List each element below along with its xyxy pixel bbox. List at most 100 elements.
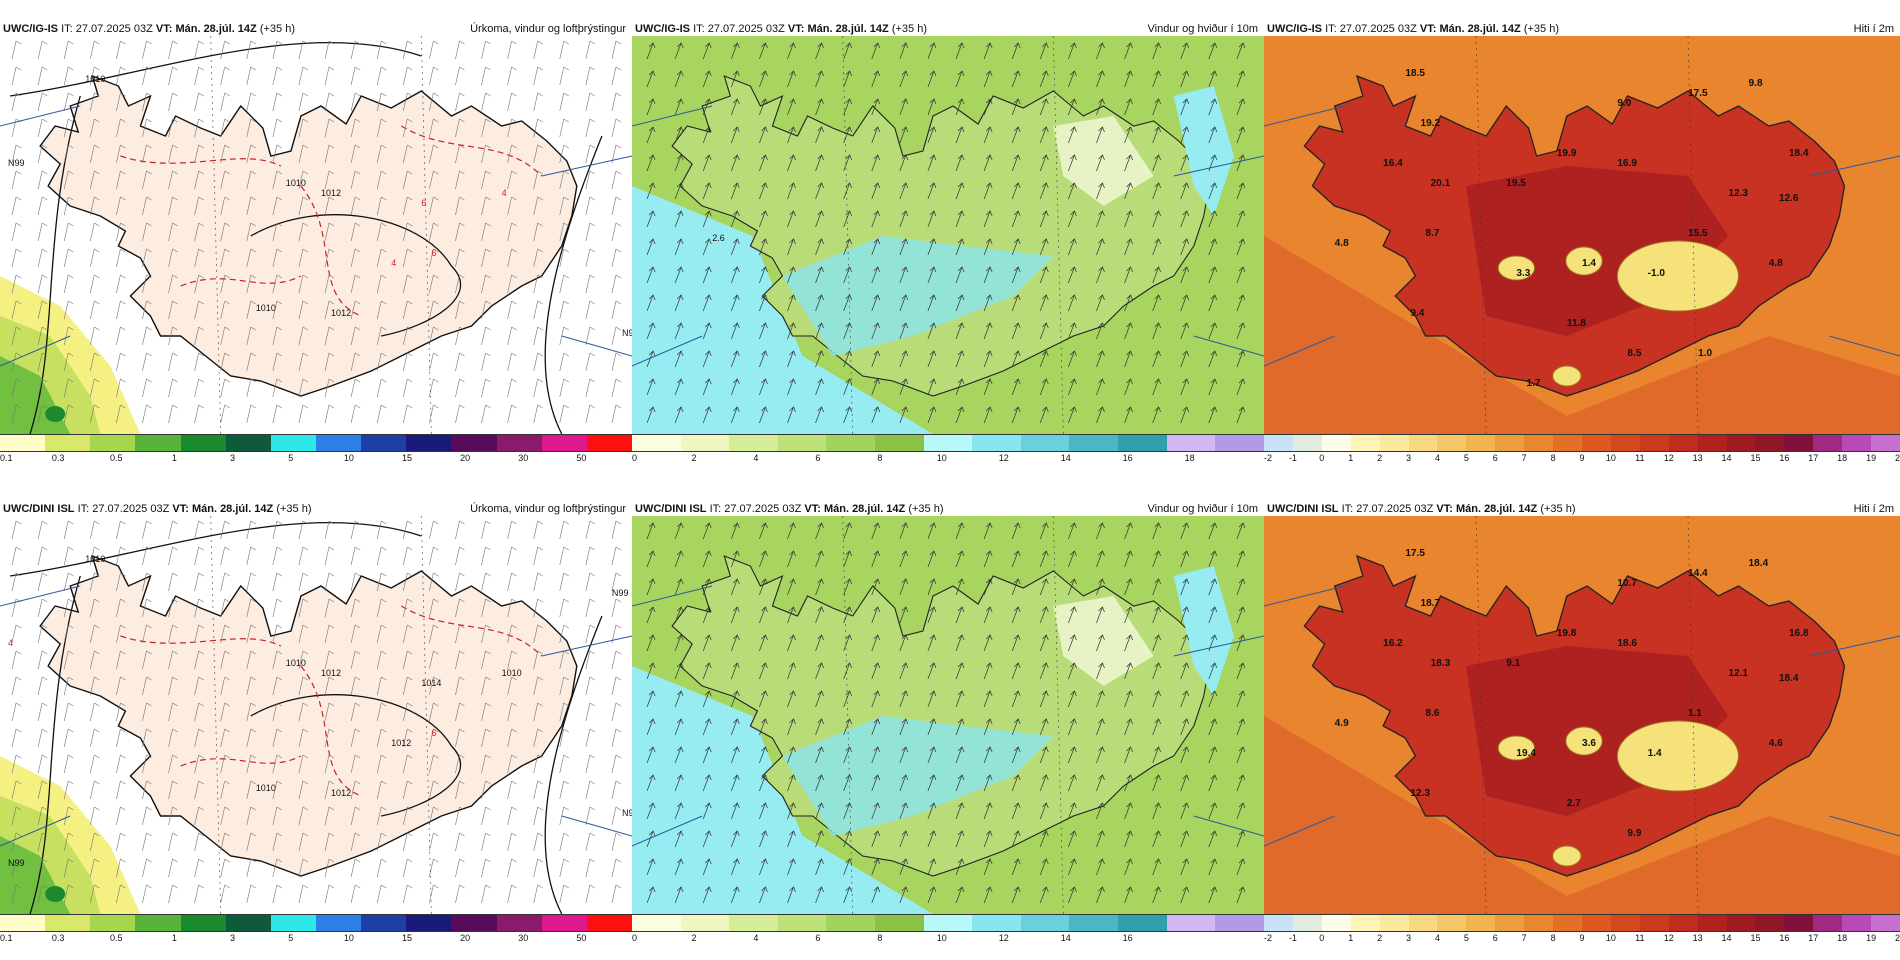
legend-swatch — [1581, 435, 1611, 451]
map-value-label: 1.0 — [1698, 348, 1712, 359]
legend-tick-label: 5 — [288, 933, 294, 943]
map-value-label: 1010 — [286, 658, 306, 668]
map-value-label: 18.6 — [1617, 638, 1637, 649]
legend-tick-label: 3 — [1406, 453, 1412, 463]
legend-tick-label: 5 — [1463, 933, 1469, 943]
legend-swatch — [1524, 435, 1554, 451]
legend-tick-label: 19 — [1866, 933, 1877, 943]
map-value-label: N99 — [622, 328, 632, 338]
model-name: UWC/DINI ISL — [635, 503, 707, 515]
legend-tick-label: 3 — [230, 933, 236, 943]
map-value-label: 9.8 — [1749, 78, 1763, 89]
map-wind: 2.6 — [632, 36, 1264, 434]
legend-swatch — [406, 435, 452, 451]
it-label: IT: — [709, 503, 722, 515]
legend-tick-label: 18 — [1837, 453, 1848, 463]
map-value-label: 1010 — [256, 303, 276, 313]
map-value-label: -1.0 — [1648, 268, 1666, 279]
legend-tick-label: 10 — [1605, 453, 1616, 463]
legend-tick-label: 1 — [1348, 933, 1354, 943]
it-label: IT: — [61, 23, 73, 35]
map-value-label: N99 — [612, 588, 629, 598]
legend-swatch — [225, 435, 271, 451]
map-value-label: N99 — [622, 808, 632, 818]
map-value-label: 4.9 — [1335, 718, 1349, 729]
map-value-label: 12.1 — [1728, 668, 1748, 679]
legend-tick-label: 50 — [576, 933, 587, 943]
legend-swatch — [729, 915, 778, 931]
legend-tick-label: 0.5 — [110, 933, 123, 943]
map-canvas: 2.6 — [632, 36, 1264, 434]
legend-tick-label: 8 — [877, 933, 883, 943]
legend-swatch — [1495, 435, 1525, 451]
legend-tick-label: 6 — [815, 453, 821, 463]
legend-swatch — [1755, 915, 1785, 931]
legend-ticks: 0 2 4 6 8 10 12 14 16 18 — [632, 452, 1264, 466]
model-name: UWC/DINI ISL — [3, 503, 75, 515]
legend-swatches — [0, 914, 632, 932]
legend-tick-label: 3 — [1406, 933, 1412, 943]
map-value-label: 19.2 — [1420, 118, 1440, 129]
panel-precipitation: UWC/IG-IS IT: 27.07.2025 03Z VT: Mán. 28… — [0, 0, 632, 480]
map-value-label: 4 — [391, 258, 396, 268]
it-label: IT: — [1325, 23, 1337, 35]
map-value-label: 16.4 — [1383, 158, 1403, 169]
legend-tick-label: 5 — [1463, 453, 1469, 463]
legend-swatch — [777, 435, 827, 451]
legend-swatch — [45, 915, 91, 931]
map-value-label: 18.7 — [1420, 598, 1440, 609]
legend-tick-label: 3 — [230, 453, 236, 463]
lead-time: (+35 h) — [891, 23, 927, 35]
legend-swatch — [1553, 435, 1582, 451]
map-value-label: 1012 — [331, 308, 351, 318]
legend-tick-label: 9 — [1579, 933, 1585, 943]
vt-value: Mán. 28.júl. 14Z — [1439, 23, 1521, 35]
legend-tick-label: 2 — [1377, 453, 1383, 463]
panel-header: UWC/DINI ISL IT: 27.07.2025 03Z VT: Mán.… — [0, 480, 632, 515]
legend-tick-label: 14 — [1060, 933, 1071, 943]
row-dini-isl: UWC/DINI ISL IT: 27.07.2025 03Z VT: Mán.… — [0, 480, 1900, 960]
legend-swatch — [451, 435, 497, 451]
legend-swatch — [1215, 435, 1264, 451]
it-label: IT: — [693, 23, 705, 35]
map-value-label: 9.9 — [1627, 828, 1641, 839]
map-canvas: 18.5 19.2 16.4 20.1 8.7 4.8 9.4 19.5 19.9 16.9 9.0… — [1264, 36, 1900, 434]
vt-label: VT: — [155, 23, 173, 35]
map-value-label: 6 — [431, 728, 436, 738]
legend-swatch — [361, 435, 407, 451]
legend-temperature: -2-10123456789101112131415161718192021 — [1264, 914, 1900, 944]
legend-swatch — [135, 915, 181, 931]
legend-tick-label: 12 — [998, 933, 1009, 943]
map-temperature: 18.5 19.2 16.4 20.1 8.7 4.8 9.4 19.5 19.9 16.9 9.0… — [1264, 36, 1900, 434]
it-value: 27.07.2025 03Z — [707, 23, 785, 35]
legend-tick-label: 0.1 — [0, 453, 13, 463]
map-value-label: 4 — [502, 188, 507, 198]
legend-swatch — [923, 915, 973, 931]
map-value-label: 1.7 — [1526, 378, 1540, 389]
legend-ticks: 0 2 4 6 8 10 12 14 16 — [632, 932, 1264, 946]
legend-swatch — [1069, 435, 1119, 451]
lead-time: (+35 h) — [1540, 503, 1576, 515]
legend-swatch — [1166, 435, 1216, 451]
legend-tick-label: 4 — [1434, 453, 1440, 463]
legend-swatch — [541, 435, 587, 451]
panel-title: Vindur og hviður í 10m — [1147, 503, 1258, 515]
legend-swatches — [1264, 434, 1900, 452]
legend-tick-label: -1 — [1288, 453, 1297, 463]
legend-tick-label: 0 — [1319, 933, 1325, 943]
legend-swatch — [875, 435, 924, 451]
legend-swatch — [1755, 435, 1785, 451]
legend-tick-label: 16 — [1122, 933, 1133, 943]
legend-tick-label: 0.3 — [51, 933, 65, 943]
legend-swatch — [1726, 435, 1756, 451]
legend-tick-label: 12 — [1663, 453, 1674, 463]
map-value-label: 18.4 — [1779, 673, 1799, 684]
map-value-label: 18.4 — [1789, 148, 1809, 159]
legend-swatch — [1842, 915, 1872, 931]
map-value-label: 9.4 — [1410, 308, 1424, 319]
lead-time: (+35 h) — [908, 503, 944, 515]
vt-value: Mán. 28.júl. 14Z — [191, 503, 274, 515]
legend-tick-label: 9 — [1579, 453, 1585, 463]
it-value: 27.07.2025 03Z — [1356, 503, 1434, 515]
legend-swatch — [496, 915, 542, 931]
